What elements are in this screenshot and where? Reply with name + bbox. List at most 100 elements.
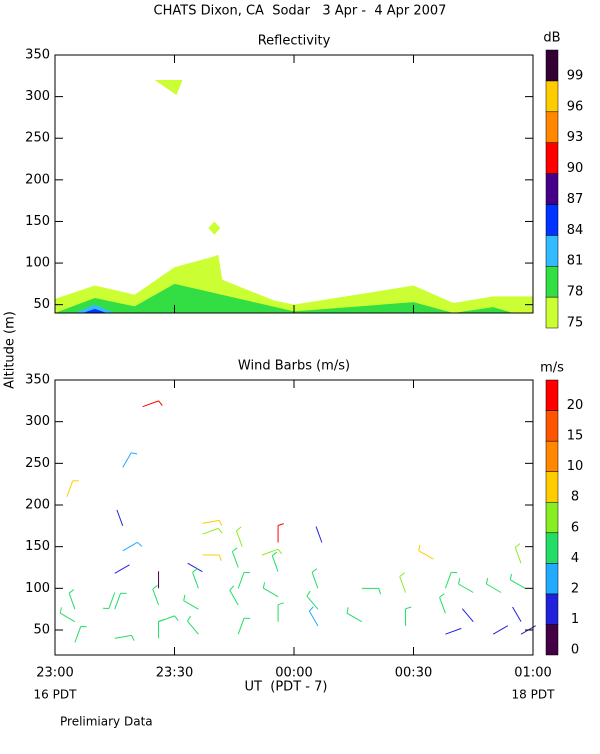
contour-blob bbox=[155, 80, 183, 95]
colorbar-swatch bbox=[546, 502, 558, 533]
barb-staff bbox=[462, 609, 473, 622]
wind-barb bbox=[67, 481, 79, 497]
barb-staff bbox=[493, 626, 508, 635]
barb-staff bbox=[153, 589, 159, 605]
barb-staff bbox=[515, 547, 521, 563]
wind-barb bbox=[445, 628, 461, 634]
colorbar-label: 4 bbox=[571, 551, 579, 566]
barb-staff bbox=[60, 613, 75, 622]
barb-flag bbox=[272, 552, 277, 556]
colorbar-label: 10 bbox=[567, 459, 584, 474]
barb-staff bbox=[143, 401, 159, 407]
barb-flag bbox=[440, 594, 445, 598]
wind-barb bbox=[103, 593, 115, 609]
barb-staff bbox=[272, 556, 278, 572]
colorbar-swatch bbox=[546, 533, 558, 564]
colorbar-swatch bbox=[546, 112, 558, 143]
wind-barb bbox=[236, 527, 242, 547]
colorbar-swatch bbox=[546, 594, 558, 625]
colorbar-label: 8 bbox=[571, 490, 579, 505]
colorbar-label: 20 bbox=[567, 398, 584, 413]
wind-barb bbox=[272, 552, 278, 572]
barb-flag bbox=[278, 524, 284, 526]
wind-barb bbox=[309, 607, 318, 626]
wind-barb bbox=[262, 549, 282, 555]
colorbar-label: 81 bbox=[567, 254, 584, 269]
barb-flag bbox=[218, 528, 222, 533]
barb-staff bbox=[513, 607, 522, 622]
wind-barb bbox=[115, 593, 127, 609]
barb-staff bbox=[445, 628, 461, 634]
barb-staff bbox=[510, 580, 525, 589]
barb-staff bbox=[123, 453, 131, 468]
barb-staff bbox=[400, 577, 406, 593]
y-tick-label: 250 bbox=[25, 456, 50, 471]
colorbar-label: 93 bbox=[567, 130, 584, 145]
y-tick-label: 100 bbox=[25, 256, 50, 271]
barb-flag bbox=[278, 603, 284, 605]
colorbar-swatch bbox=[546, 441, 558, 472]
panel-title: Reflectivity bbox=[258, 34, 331, 49]
barb-staff bbox=[69, 593, 75, 609]
wind-barb bbox=[202, 555, 221, 561]
contour-area bbox=[55, 255, 533, 313]
barb-staff bbox=[109, 593, 115, 609]
y-tick-label: 250 bbox=[25, 131, 50, 146]
x-tick-label: 01:00 bbox=[514, 666, 551, 681]
barb-staff bbox=[347, 613, 362, 622]
barb-staff bbox=[232, 552, 238, 568]
colorbar-label: 15 bbox=[567, 429, 584, 444]
colorbar-swatch bbox=[546, 472, 558, 503]
wind-barb bbox=[278, 603, 284, 622]
wind-barb bbox=[123, 453, 137, 468]
y-tick-label: 100 bbox=[25, 581, 50, 596]
barb-flag bbox=[219, 520, 222, 525]
barb-flag bbox=[307, 591, 310, 596]
wind-barb bbox=[143, 401, 163, 407]
barb-flag bbox=[379, 588, 381, 594]
wind-barb bbox=[193, 569, 199, 589]
barb-staff bbox=[123, 542, 138, 551]
barb-flag bbox=[184, 595, 185, 601]
barb-staff bbox=[419, 551, 434, 560]
colorbar-label: 2 bbox=[571, 581, 579, 596]
colorbar-swatch bbox=[546, 81, 558, 112]
barb-flag bbox=[69, 589, 74, 593]
colorbar-swatch bbox=[546, 297, 558, 328]
x-axis-label: UT (PDT - 7) bbox=[245, 680, 328, 695]
barb-flag bbox=[236, 527, 241, 531]
wind-barb bbox=[316, 527, 322, 543]
colorbar-swatch bbox=[546, 563, 558, 594]
colorbar-label: 84 bbox=[567, 223, 584, 238]
barb-staff bbox=[187, 621, 198, 634]
colorbar-label: 6 bbox=[571, 520, 579, 535]
x-tick-label: 00:00 bbox=[275, 666, 312, 681]
y-tick-label: 350 bbox=[25, 48, 50, 63]
y-tick-label: 350 bbox=[25, 373, 50, 388]
y-tick-label: 200 bbox=[25, 498, 50, 513]
barb-flag bbox=[159, 401, 163, 406]
wind-barb bbox=[459, 578, 474, 592]
colorbar-label: 1 bbox=[571, 612, 579, 627]
wind-barb bbox=[159, 619, 165, 638]
barb-flag bbox=[153, 585, 158, 589]
barb-flag bbox=[459, 578, 460, 584]
barb-staff bbox=[115, 565, 130, 574]
colorbar-swatch bbox=[546, 235, 558, 266]
barb-flag bbox=[175, 616, 179, 621]
barb-flag bbox=[263, 582, 264, 588]
barb-staff bbox=[316, 527, 322, 543]
page-title: CHATS Dixon, CA Sodar 3 Apr - 4 Apr 2007 bbox=[154, 4, 447, 19]
barb-staff bbox=[486, 584, 501, 593]
y-axis-label: Altitude (m) bbox=[3, 311, 18, 389]
barb-staff bbox=[238, 618, 244, 634]
colorbar-swatch bbox=[546, 50, 558, 81]
wind-barb bbox=[510, 574, 525, 588]
y-tick-label: 200 bbox=[25, 172, 50, 187]
barb-staff bbox=[440, 597, 446, 613]
barb-flag bbox=[60, 607, 61, 613]
wind-barb bbox=[238, 618, 250, 634]
colorbar-label: 87 bbox=[567, 192, 584, 207]
wind-barb bbox=[184, 595, 199, 609]
